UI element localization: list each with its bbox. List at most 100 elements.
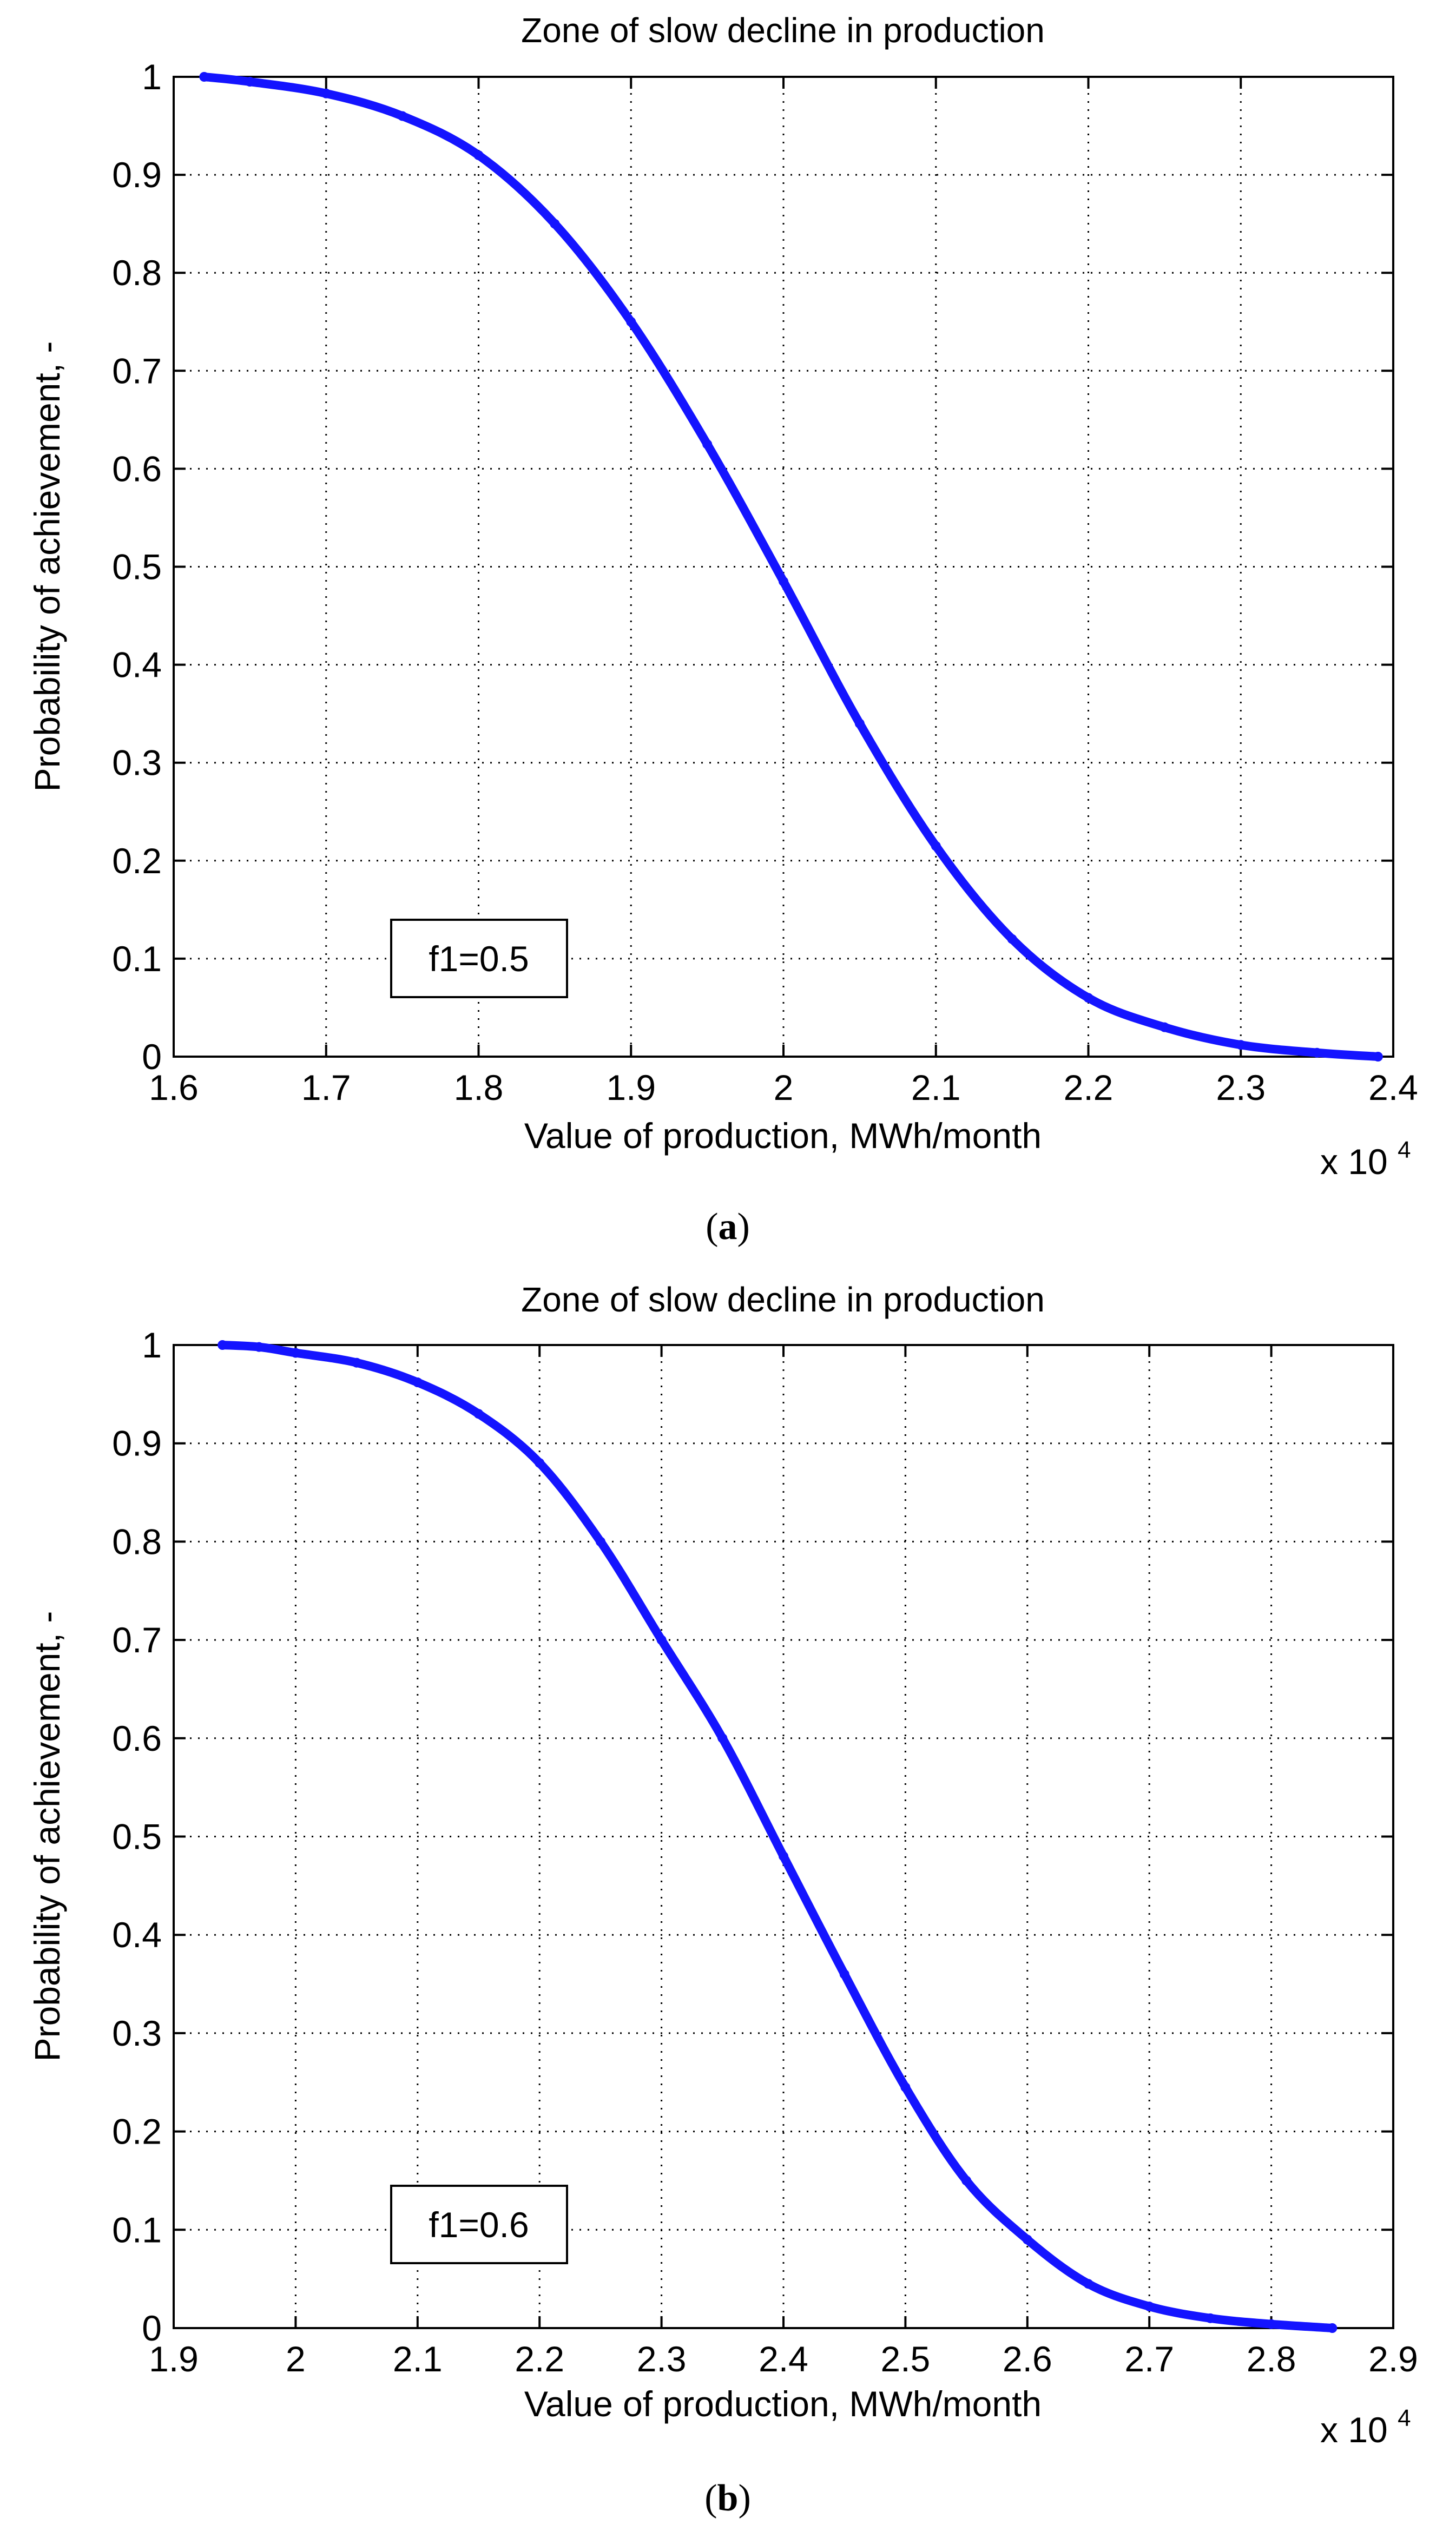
annotation-box: f1=0.6 [390,2185,568,2264]
x-axis-label: Value of production, MWh/month [524,2384,1042,2424]
data-point [717,1733,728,1743]
y-tick-label: 0 [142,2308,162,2348]
chart-title: Zone of slow decline in production [521,1280,1045,1319]
y-tick-label: 1 [142,1325,162,1365]
x-tick-label: 2.4 [1368,1067,1418,1108]
y-tick-label: 0.1 [112,2210,162,2250]
data-point [900,2082,911,2092]
annotation-label: f1=0.6 [429,2205,529,2245]
data-point [626,317,636,327]
data-point [1312,1047,1322,1058]
series-line [218,1341,1337,2332]
x-tick-label: 1.6 [149,1067,199,1108]
x-multiplier-exp: 4 [1398,1137,1411,1163]
data-point [779,576,788,586]
y-ticks: 0 0.1 0.2 0.3 0.4 0.5 0.6 0.7 0.8 0.9 1 [112,1325,1393,2348]
x-tick-label: 1.7 [301,1067,351,1108]
chart-panel-b: Zone of slow decline in production 1.9 2 2… [27,1280,1418,2519]
data-point [1159,1022,1170,1032]
x-tick-label: 2 [286,2339,306,2379]
x-ticks: 1.9 2 2.1 2.2 2.3 2.4 2.5 2.6 2.7 2.8 2.9 [149,1345,1418,2379]
y-axis-label: Probability of achievement, - [27,1611,67,2062]
data-point [1007,934,1017,944]
data-point [1083,993,1093,1003]
y-tick-label: 0.6 [112,449,162,489]
x-tick-label: 2.1 [911,1067,961,1108]
data-point [1022,2234,1032,2245]
y-tick-label: 0.3 [112,743,162,783]
y-tick-label: 0.8 [112,1521,162,1561]
data-point [352,1357,362,1368]
data-point [839,1969,849,1979]
data-series [218,1340,1338,2333]
y-tick-label: 0.9 [112,1423,162,1464]
y-tick-label: 1 [142,57,162,97]
y-axis-label: Probability of achievement, - [27,341,67,792]
panel-caption: (a) [706,1206,750,1248]
data-point [1083,2279,1093,2289]
data-point [702,439,713,450]
data-point [412,1377,423,1388]
x-tick-label: 1.8 [454,1067,504,1108]
y-ticks: 0 0.1 0.2 0.3 0.4 0.5 0.6 0.7 0.8 0.9 1 [112,57,1393,1077]
y-tick-label: 0.6 [112,1718,162,1758]
x-tick-label: 2 [774,1067,794,1108]
x-tick-label: 2.7 [1124,2339,1174,2379]
y-tick-label: 0.7 [112,351,162,391]
annotation-box: f1=0.5 [390,919,568,998]
data-point [931,841,941,851]
data-point [535,1458,545,1468]
y-tick-label: 0.2 [112,841,162,881]
data-point [397,111,407,121]
x-tick-label: 1.9 [149,2339,199,2379]
data-point [595,1537,605,1547]
chart-title: Zone of slow decline in production [521,11,1045,50]
data-point [199,72,209,82]
x-multiplier-base: x 10 [1320,2410,1388,2450]
x-multiplier-base: x 10 [1320,1142,1388,1182]
x-multiplier-exp: 4 [1398,2405,1411,2431]
x-tick-label: 2.2 [1064,1067,1114,1108]
y-tick-label: 0 [142,1037,162,1077]
data-point [473,150,484,160]
panel-caption-letter: b [717,2477,739,2519]
data-point [854,718,865,729]
chart-panel-a: Zone of slow decline in production 1.6 1.… [27,11,1418,1248]
data-point [1144,2302,1155,2312]
data-point [1205,2313,1215,2323]
y-tick-label: 0.5 [112,1817,162,1857]
y-tick-label: 0.1 [112,939,162,979]
data-point [1373,1052,1383,1062]
annotation-label: f1=0.5 [429,939,529,979]
data-point [291,1348,301,1358]
y-tick-label: 0.5 [112,547,162,587]
x-tick-label: 2.9 [1368,2339,1418,2379]
x-tick-label: 2.6 [1003,2339,1052,2379]
x-ticks: 1.6 1.7 1.8 1.9 2 2.1 2.2 2.3 2.4 [149,77,1418,1108]
x-multiplier: x 10 4 [1320,1137,1411,1182]
data-point [550,219,560,229]
x-tick-label: 2.1 [393,2339,443,2379]
data-point [254,1342,264,1352]
y-tick-label: 0.8 [112,253,162,293]
x-tick-label: 2.8 [1247,2339,1296,2379]
data-point [245,77,255,87]
data-point [218,1340,228,1350]
x-tick-label: 2.5 [881,2339,931,2379]
data-series [199,72,1383,1062]
data-point [321,88,331,98]
y-tick-label: 0.4 [112,645,162,685]
x-tick-label: 2.3 [1216,1067,1266,1108]
x-tick-label: 1.9 [606,1067,656,1108]
panel-caption: (b) [704,2477,751,2519]
data-point [961,2176,972,2186]
data-point [656,1635,667,1645]
x-tick-label: 2.2 [515,2339,564,2379]
panel-caption-letter: a [719,1206,737,1248]
gridlines [174,77,1393,1057]
data-point [1266,2319,1276,2329]
gridlines [174,1345,1393,2328]
y-tick-label: 0.2 [112,2112,162,2152]
x-tick-label: 2.4 [759,2339,808,2379]
